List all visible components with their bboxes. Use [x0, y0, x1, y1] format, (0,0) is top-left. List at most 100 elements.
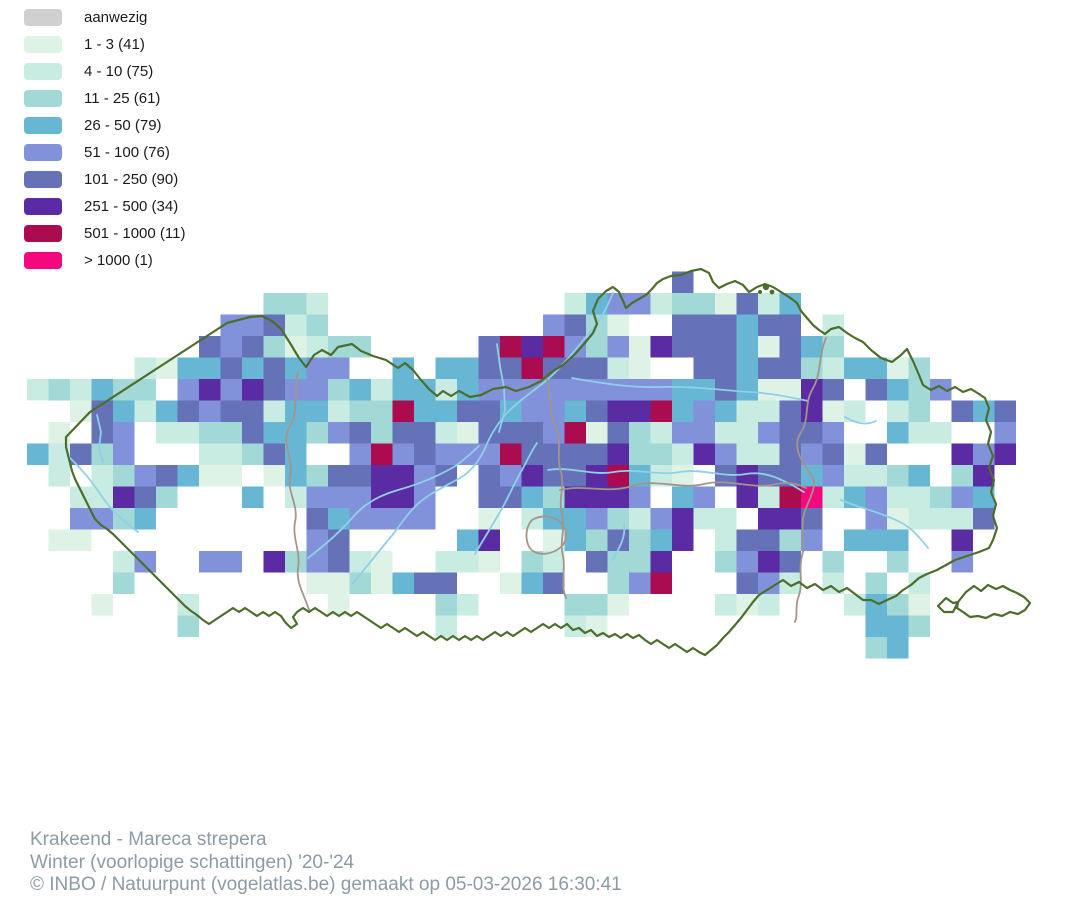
grid-cell [908, 508, 930, 530]
grid-cell [607, 443, 629, 465]
grid-cell [70, 443, 92, 465]
grid-cell [607, 357, 629, 379]
grid-cell [242, 443, 264, 465]
grid-cell [328, 529, 350, 551]
grid-cell [672, 400, 694, 422]
harbor-woodland-blob-icon [758, 290, 762, 294]
grid-cell [822, 336, 844, 358]
grid-cell [629, 400, 651, 422]
grid-cell [500, 422, 522, 444]
legend-item: 101 - 250 (90) [24, 166, 185, 193]
river-line [611, 523, 626, 561]
grid-cell [844, 465, 866, 487]
grid-cell [543, 336, 565, 358]
grid-cell [371, 443, 393, 465]
grid-cell [758, 529, 780, 551]
grid-cell [822, 422, 844, 444]
grid-cell [779, 357, 801, 379]
grid-cell [908, 572, 930, 594]
species-title: Krakeend - Mareca strepera [30, 829, 267, 850]
grid-cell [285, 357, 307, 379]
grid-cell [543, 314, 565, 336]
grid-cell [328, 465, 350, 487]
grid-cell [887, 529, 909, 551]
grid-cell [736, 572, 758, 594]
grid-cell [349, 379, 371, 401]
grid-cell [564, 594, 586, 616]
legend-swatch [24, 198, 62, 215]
grid-cell [629, 551, 651, 573]
grid-cell [328, 357, 350, 379]
legend-item: 4 - 10 (75) [24, 58, 185, 85]
grid-cell [779, 422, 801, 444]
grid-cell [349, 486, 371, 508]
grid-cell [779, 529, 801, 551]
grid-cell [177, 379, 199, 401]
grid-cell [70, 508, 92, 530]
grid-cell [521, 465, 543, 487]
grid-cell [306, 422, 328, 444]
grid-cell [736, 486, 758, 508]
grid-cell [392, 465, 414, 487]
grid-cell [263, 400, 285, 422]
grid-cell [457, 594, 479, 616]
grid-cell [478, 465, 500, 487]
grid-cell [908, 379, 930, 401]
grid-cell [91, 465, 113, 487]
province-border-line [545, 375, 567, 599]
grid-cell [220, 551, 242, 573]
grid-cell [177, 357, 199, 379]
grid-cell [113, 400, 135, 422]
grid-cell [672, 379, 694, 401]
grid-cell [199, 400, 221, 422]
grid-cell [285, 336, 307, 358]
grid-cell [758, 314, 780, 336]
grid-cell [736, 293, 758, 315]
legend-swatch [24, 144, 62, 161]
grid-cell [242, 379, 264, 401]
grid-cell [607, 486, 629, 508]
grid-cell [285, 314, 307, 336]
grid-cell [220, 443, 242, 465]
grid-cell [543, 551, 565, 573]
grid-cell [736, 594, 758, 616]
grid-cell [521, 508, 543, 530]
grid-cell [263, 336, 285, 358]
grid-cell [930, 508, 952, 530]
grid-cell [435, 443, 457, 465]
grid-cell [629, 529, 651, 551]
grid-cell [220, 379, 242, 401]
grid-cell [371, 400, 393, 422]
grid-cell [865, 615, 887, 637]
grid-cell [779, 443, 801, 465]
grid-cell [349, 551, 371, 573]
grid-cell [177, 465, 199, 487]
grid-cell [113, 486, 135, 508]
grid-cell [758, 551, 780, 573]
legend-swatch [24, 9, 62, 26]
grid-cell [758, 443, 780, 465]
grid-cell [951, 486, 973, 508]
legend-item: aanwezig [24, 4, 185, 31]
grid-cell [478, 336, 500, 358]
grid-cell [306, 508, 328, 530]
grid-cell [887, 637, 909, 659]
grid-cell [478, 529, 500, 551]
rivers-layer [69, 292, 929, 585]
grid-cell [220, 357, 242, 379]
grid-cell [586, 400, 608, 422]
grid-cell [586, 529, 608, 551]
grid-cell [693, 293, 715, 315]
legend-item-label: 101 - 250 (90) [84, 171, 179, 188]
grid-cell [693, 508, 715, 530]
grid-cells-layer [27, 271, 1016, 659]
grid-cell [672, 508, 694, 530]
grid-cell [779, 336, 801, 358]
grid-cell [887, 486, 909, 508]
grid-cell [543, 400, 565, 422]
grid-cell [951, 400, 973, 422]
grid-cell [564, 314, 586, 336]
grid-cell [306, 529, 328, 551]
